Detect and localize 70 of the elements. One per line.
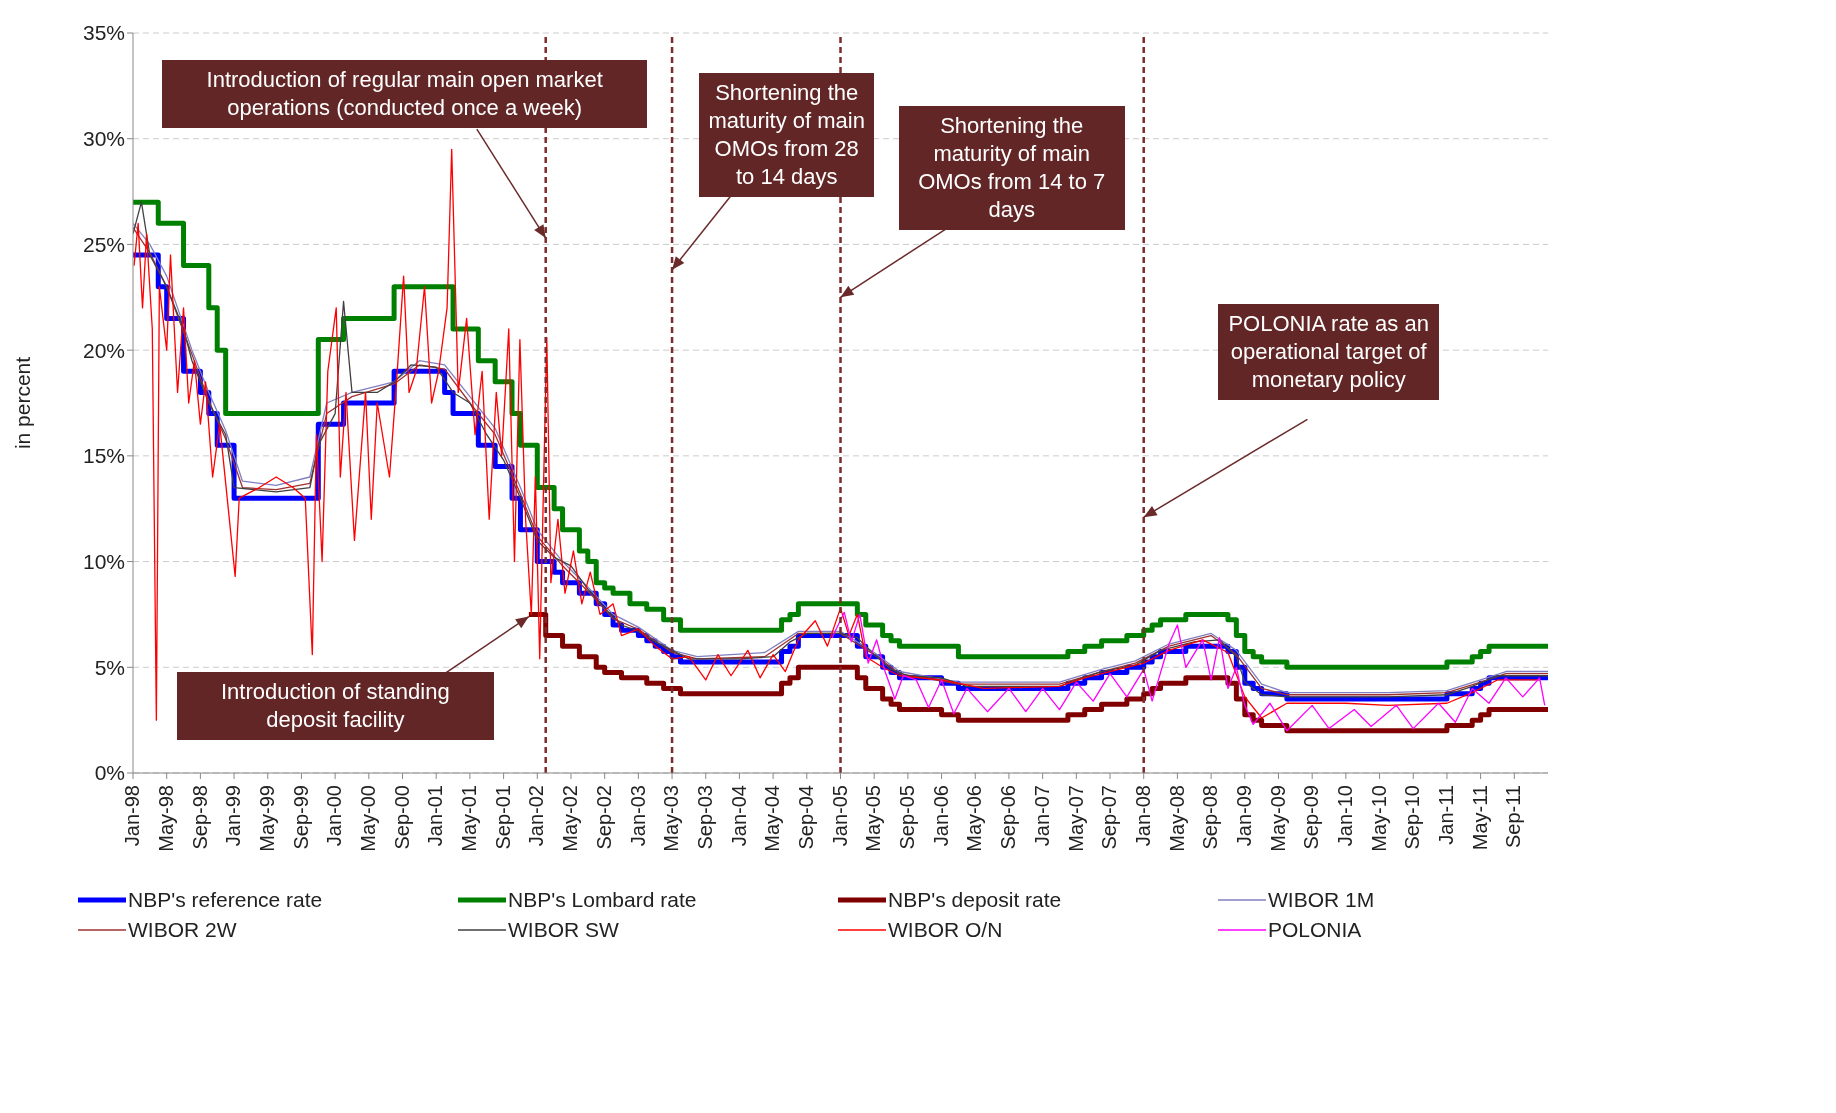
annotation: Introduction of standing deposit facility (220, 679, 450, 733)
x-tick-label: May-01 (458, 785, 481, 852)
x-tick-label: Jan-08 (1131, 785, 1154, 847)
x-tick-label: May-11 (1468, 785, 1491, 851)
y-tick-label: 0% (94, 761, 125, 785)
x-tick-label: Jan-98 (121, 785, 144, 847)
x-tick-label: May-02 (559, 785, 582, 852)
y-tick-label: 10% (82, 550, 125, 574)
y-tick-label: 20% (82, 338, 125, 362)
legend-label: WIBOR SW (508, 918, 619, 942)
x-tick-label: May-98 (154, 785, 177, 852)
x-tick-label: Sep-04 (795, 785, 818, 850)
x-tick-label: Jan-99 (222, 785, 245, 847)
y-axis-title: in percent (11, 356, 35, 450)
callout-box: POLONIA rate as an operational target of monetary policy (1218, 303, 1440, 400)
x-tick-label: May-08 (1165, 785, 1188, 852)
x-tick-label: Jan-03 (626, 785, 649, 847)
x-tick-label: May-00 (357, 785, 380, 852)
x-tick-label: Sep-08 (1199, 785, 1222, 850)
x-tick-label: Sep-01 (491, 785, 514, 850)
x-tick-label: Jan-05 (828, 785, 851, 847)
callout-box: Shortening the maturity of main OMOs from 28 to 14 days (699, 73, 875, 198)
callout-box: Shortening the maturity of main OMOs from 14 to 7 days (898, 105, 1125, 230)
x-tick-label: May-10 (1367, 785, 1390, 852)
x-tick-label: Sep-11 (1502, 785, 1525, 849)
x-tick-label: Sep-05 (896, 785, 919, 850)
x-tick-label: Sep-09 (1300, 785, 1323, 850)
legend-label: NBP's Lombard rate (508, 888, 697, 912)
line-series (831, 611, 1546, 732)
y-tick-label: 15% (82, 444, 125, 468)
x-tick-label: Jan-00 (323, 785, 346, 847)
y-tick-label: 5% (94, 655, 125, 679)
annotation: Shortening the maturity of main OMOs from 14 to 7 days (918, 112, 1106, 222)
x-tick-label: May-99 (255, 785, 278, 852)
annotation: Shortening the maturity of main OMOs from 28 to 14 days (708, 80, 865, 190)
x-tick-label: Jan-06 (929, 785, 952, 847)
x-tick-label: Sep-02 (592, 785, 615, 850)
x-tick-label: Jan-10 (1334, 785, 1357, 847)
x-tick-label: Sep-98 (188, 785, 211, 850)
legend-label: WIBOR 2W (128, 918, 237, 942)
legend-label: WIBOR 1M (1268, 888, 1375, 912)
y-tick-label: 25% (82, 232, 125, 256)
x-tick-label: Jan-09 (1232, 785, 1255, 847)
y-tick-label: 30% (82, 127, 125, 151)
x-tick-label: May-04 (761, 785, 784, 852)
annotation: Introduction of regular main open market operations (conducted once a week) (206, 67, 603, 121)
legend-label: NBP's deposit rate (888, 888, 1062, 912)
x-tick-label: Sep-10 (1401, 785, 1424, 850)
x-tick-label: Sep-03 (693, 785, 716, 850)
x-tick-label: Jan-11 (1435, 785, 1458, 845)
x-tick-label: May-07 (1064, 785, 1087, 852)
legend-label: NBP's reference rate (128, 888, 323, 912)
x-tick-label: May-05 (862, 785, 885, 852)
x-tick-label: Jan-01 (424, 785, 447, 847)
x-tick-label: Sep-00 (390, 785, 413, 850)
y-tick-label: 35% (82, 21, 125, 45)
legend-label: WIBOR O/N (888, 918, 1003, 942)
x-tick-label: Jan-02 (525, 785, 548, 847)
x-tick-label: May-06 (963, 785, 986, 852)
x-tick-label: Sep-06 (997, 785, 1020, 850)
callout-box: Introduction of regular main open market operations (conducted once a week) (162, 60, 648, 129)
x-tick-label: Sep-07 (1098, 785, 1121, 850)
x-tick-label: Sep-99 (289, 785, 312, 850)
legend-label: POLONIA (1268, 918, 1362, 942)
x-tick-label: Jan-04 (727, 785, 750, 847)
x-tick-label: Jan-07 (1030, 785, 1053, 847)
callout-box: Introduction of standing deposit facility (176, 672, 494, 741)
annotation: POLONIA rate as an operational target of monetary policy (1228, 310, 1429, 392)
x-tick-label: May-03 (660, 785, 683, 852)
x-tick-label: May-09 (1266, 785, 1289, 852)
